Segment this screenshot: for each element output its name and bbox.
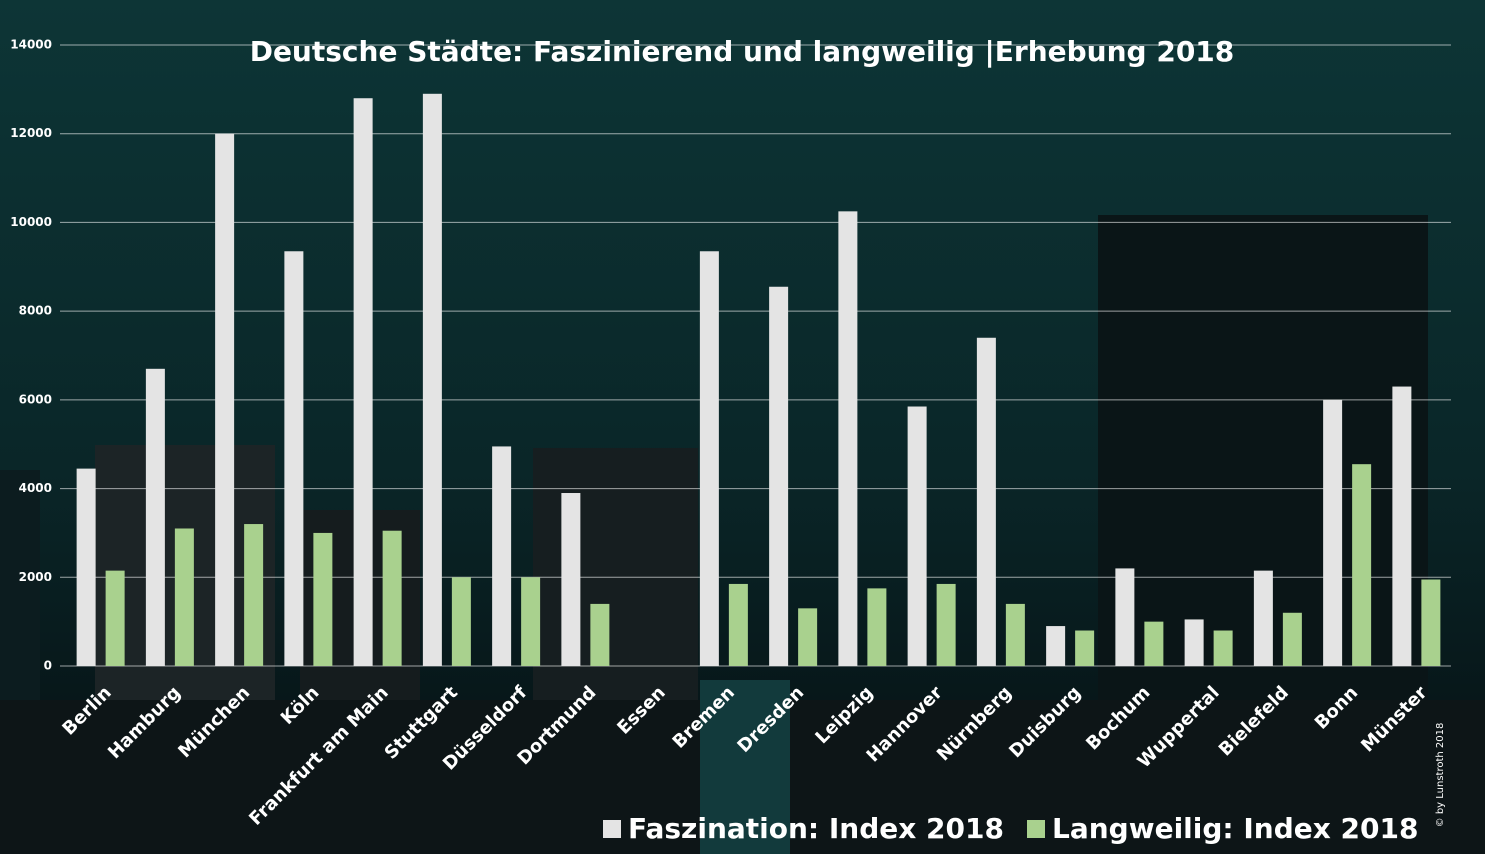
bar <box>422 93 442 667</box>
bar <box>798 608 818 666</box>
y-tick-label: 10000 <box>10 215 52 229</box>
legend-swatch <box>1027 820 1045 838</box>
bar <box>521 577 541 666</box>
bar <box>215 133 235 666</box>
bar <box>1046 626 1066 666</box>
bar <box>76 468 96 666</box>
bar <box>1005 603 1025 666</box>
chart-title: Deutsche Städte: Faszinierend und langwe… <box>250 35 1235 68</box>
y-tick-label: 2000 <box>19 570 52 584</box>
bar <box>976 337 996 666</box>
y-tick-label: 6000 <box>19 392 52 406</box>
bar <box>1213 630 1233 666</box>
bar <box>1115 568 1135 666</box>
bar <box>1282 612 1302 666</box>
bar <box>451 577 471 666</box>
bar <box>382 530 402 666</box>
watermark: © by Lunstroth 2018 <box>1435 723 1446 828</box>
bar <box>590 603 610 666</box>
bar <box>1184 619 1204 666</box>
bar <box>561 493 581 666</box>
bar <box>1392 386 1412 666</box>
bar <box>105 570 125 666</box>
bar <box>1144 621 1164 666</box>
bar <box>838 211 858 666</box>
bar <box>1352 464 1372 666</box>
y-tick-label: 0 <box>44 659 52 673</box>
bar <box>284 251 304 666</box>
bar <box>1253 570 1273 666</box>
bar <box>907 406 927 666</box>
legend-label: Faszination: Index 2018 <box>628 812 1004 845</box>
y-tick-label: 4000 <box>19 481 52 495</box>
y-tick-label: 12000 <box>10 126 52 140</box>
bar <box>353 98 373 666</box>
bar <box>174 528 194 666</box>
bar <box>699 251 719 666</box>
bar <box>769 286 789 666</box>
bar <box>313 532 333 666</box>
bar <box>936 583 956 666</box>
legend-swatch <box>603 820 621 838</box>
bar <box>1075 630 1095 666</box>
bar <box>867 588 887 666</box>
legend-label: Langweilig: Index 2018 <box>1052 812 1418 845</box>
bar <box>244 524 264 666</box>
y-tick-label: 14000 <box>10 38 52 52</box>
bar <box>145 368 165 666</box>
bar <box>728 583 748 666</box>
bar <box>1421 579 1441 666</box>
y-tick-label: 8000 <box>19 304 52 318</box>
bar <box>1323 399 1343 666</box>
bar <box>492 446 512 666</box>
legend: Faszination: Index 2018 Langweilig: Index… <box>603 812 1418 845</box>
